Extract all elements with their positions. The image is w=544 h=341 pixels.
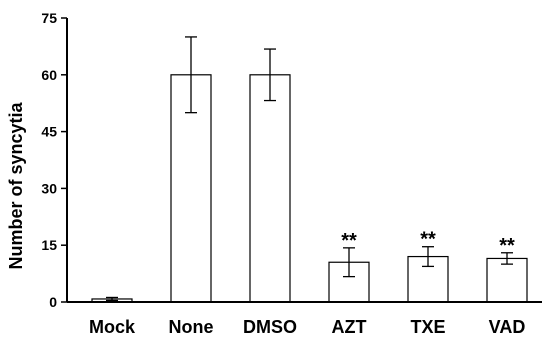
bar-vad xyxy=(486,257,528,303)
category-labels: Mock None DMSO AZT TXE VAD xyxy=(89,317,525,337)
bars: ** ** ** xyxy=(91,36,528,303)
y-tick-label: 15 xyxy=(41,237,57,253)
y-tick-label: 45 xyxy=(41,124,57,140)
y-axis-ticks: 0 15 30 45 60 75 xyxy=(41,10,67,310)
category-label-none: None xyxy=(169,317,214,337)
bar-dmso xyxy=(249,74,291,303)
y-tick-label: 30 xyxy=(41,180,57,196)
significance-marker: ** xyxy=(341,230,357,252)
y-axis-label: Number of syncytia xyxy=(6,101,26,269)
category-label-dmso: DMSO xyxy=(243,317,297,337)
significance-marker: ** xyxy=(420,229,436,251)
y-tick-label: 60 xyxy=(41,67,57,83)
category-label-txe: TXE xyxy=(410,317,445,337)
y-tick-label: 0 xyxy=(49,294,57,310)
significance-marker: ** xyxy=(499,235,515,257)
category-label-mock: Mock xyxy=(89,317,136,337)
y-tick-label: 75 xyxy=(41,10,57,26)
category-label-vad: VAD xyxy=(489,317,526,337)
category-label-azt: AZT xyxy=(332,317,367,337)
